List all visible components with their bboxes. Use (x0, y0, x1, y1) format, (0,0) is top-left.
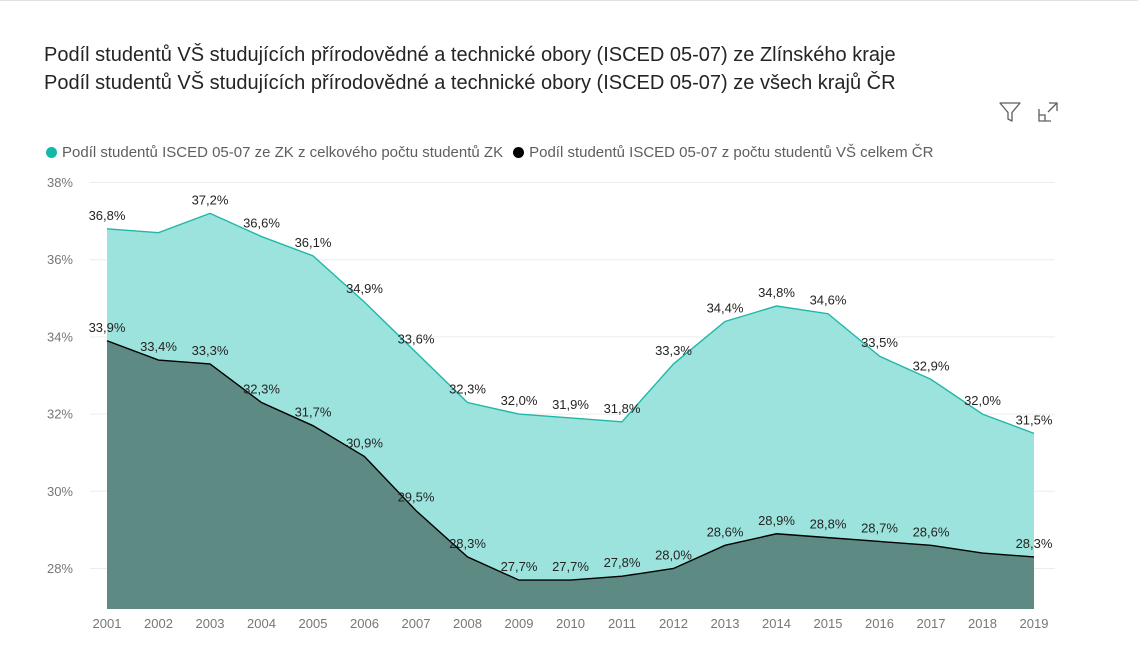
x-tick-label: 2007 (402, 616, 431, 631)
x-tick-label: 2011 (608, 616, 636, 631)
legend-label: Podíl studentů ISCED 05-07 z počtu stude… (529, 144, 934, 161)
data-label: 31,5% (1016, 412, 1053, 427)
data-label: 28,3% (1016, 536, 1053, 551)
y-tick-label: 28% (47, 561, 73, 576)
data-label: 28,7% (861, 520, 898, 535)
data-label: 32,3% (449, 382, 486, 397)
x-tick-label: 2003 (196, 616, 225, 631)
data-label: 31,7% (295, 405, 332, 420)
visual-header (998, 100, 1060, 124)
data-label: 34,6% (810, 293, 847, 308)
chart-title-line-1: Podíl studentů VŠ studujících přírodověd… (44, 44, 896, 66)
chart-title: Podíl studentů VŠ studujících přírodověd… (44, 41, 896, 97)
data-label: 33,5% (861, 335, 898, 350)
x-tick-label: 2006 (350, 616, 379, 631)
data-label: 32,0% (501, 393, 538, 408)
y-tick-label: 38% (47, 175, 73, 190)
x-tick-label: 2008 (453, 616, 482, 631)
data-label: 33,9% (89, 320, 126, 335)
legend-item-zk[interactable]: Podíl studentů ISCED 05-07 ze ZK z celko… (46, 144, 503, 161)
chart-title-line-2: Podíl studentů VŠ studujících přírodověd… (44, 72, 896, 94)
data-label: 28,8% (810, 517, 847, 532)
chart-legend: Podíl studentů ISCED 05-07 ze ZK z celko… (46, 144, 943, 161)
x-tick-label: 2004 (247, 616, 276, 631)
data-label: 37,2% (192, 192, 229, 207)
x-tick-label: 2005 (299, 616, 328, 631)
data-label: 34,4% (707, 300, 744, 315)
x-tick-label: 2019 (1020, 616, 1049, 631)
data-label: 28,6% (707, 524, 744, 539)
data-label: 28,3% (449, 536, 486, 551)
x-tick-label: 2013 (711, 616, 740, 631)
data-label: 28,9% (758, 513, 795, 528)
data-label: 32,3% (243, 382, 280, 397)
x-tick-label: 2017 (917, 616, 946, 631)
filter-icon[interactable] (998, 100, 1022, 124)
data-label: 33,3% (192, 343, 229, 358)
data-label: 29,5% (398, 490, 435, 505)
x-tick-label: 2016 (865, 616, 894, 631)
x-tick-label: 2014 (762, 616, 791, 631)
data-label: 33,6% (398, 331, 435, 346)
series-line-1 (106, 340, 1035, 581)
data-label: 28,6% (913, 524, 950, 539)
data-label: 31,8% (604, 401, 641, 416)
data-label: 33,4% (140, 339, 177, 354)
x-tick-label: 2012 (659, 616, 688, 631)
x-tick-label: 2018 (968, 616, 997, 631)
legend-item-cr[interactable]: Podíl studentů ISCED 05-07 z počtu stude… (513, 144, 933, 161)
x-tick-label: 2002 (144, 616, 173, 631)
data-label: 27,8% (604, 555, 641, 570)
x-tick-label: 2009 (505, 616, 534, 631)
data-label: 31,9% (552, 397, 589, 412)
y-tick-label: 30% (47, 484, 73, 499)
series-line-0 (106, 212, 1035, 435)
data-label: 34,8% (758, 285, 795, 300)
data-label: 36,8% (89, 208, 126, 223)
data-label: 32,9% (913, 358, 950, 373)
data-label: 30,9% (346, 436, 383, 451)
data-label: 36,1% (295, 235, 332, 250)
series-area-1 (107, 340, 1034, 609)
data-label: 33,3% (655, 343, 692, 358)
x-tick-label: 2010 (556, 616, 585, 631)
y-tick-label: 36% (47, 252, 73, 267)
data-label: 27,7% (501, 559, 538, 574)
data-label: 34,9% (346, 281, 383, 296)
data-label: 32,0% (964, 393, 1001, 408)
x-tick-label: 2015 (814, 616, 843, 631)
data-label: 28,0% (655, 548, 692, 563)
data-label: 36,6% (243, 216, 280, 231)
x-tick-label: 2001 (93, 616, 122, 631)
y-tick-label: 34% (47, 329, 73, 344)
legend-dot-icon (513, 147, 525, 158)
y-tick-label: 32% (47, 407, 73, 422)
focus-mode-icon[interactable] (1036, 100, 1060, 124)
legend-dot-icon (46, 147, 57, 158)
data-label: 27,7% (552, 559, 589, 574)
legend-label: Podíl studentů ISCED 05-07 ze ZK z celko… (62, 144, 504, 161)
